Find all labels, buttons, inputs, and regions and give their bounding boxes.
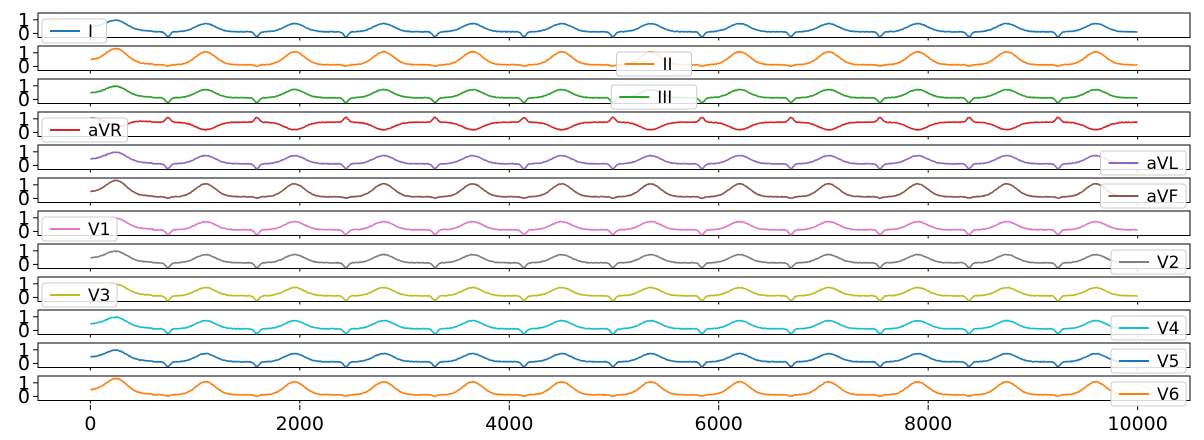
legend-box [1100,183,1187,209]
legend-box [41,117,128,143]
series-line-v4 [90,316,1138,335]
legend-label: V2 [1157,253,1179,273]
legend-label: aVF [1147,187,1179,207]
subplot-ii: 01 II [18,42,1191,78]
y-tick-label: 1 [18,141,30,163]
y-tick-label: 0 [18,353,30,375]
y-tick-label: 0 [18,221,30,243]
y-tick-label: 0 [18,287,30,309]
y-tick-label: 0 [18,155,30,177]
x-tick-label: 4000 [485,413,533,435]
subplot-avf: 01 aVF [18,174,1191,210]
series-line-v1 [90,217,1138,236]
y-tick-label: 0 [18,122,30,144]
legend-label: aVL [1147,154,1179,174]
legend-label: V4 [1157,319,1179,339]
subplot-avl: 01 aVL [18,141,1191,177]
legend-label: aVR [88,121,122,141]
y-tick-label: 1 [18,174,30,196]
y-tick-label: 1 [18,9,30,31]
legend-label: V6 [1157,385,1179,405]
y-tick-label: 0 [18,320,30,342]
legend-iii: III [610,84,698,110]
subplot-v4: 01 V4 [18,306,1191,342]
y-tick-label: 1 [18,42,30,64]
y-tick-label: 0 [18,188,30,210]
y-tick-label: 1 [18,108,30,130]
y-tick-label: 1 [18,207,30,229]
series-line-v3 [90,283,1139,302]
legend-label: V5 [1157,352,1179,372]
y-tick-label: 0 [18,23,30,45]
y-tick-label: 1 [18,240,30,262]
x-tick-label: 2000 [276,413,324,435]
subplot-frame [37,342,1191,368]
series-line-v6 [90,377,1138,398]
subplot-frame [37,243,1191,269]
x-tick-label: 10000 [1107,413,1167,435]
y-tick-label: 1 [18,75,30,97]
y-tick-label: 0 [18,56,30,78]
subplot-i: 01 I [18,9,1191,45]
subplot-frame [37,276,1191,302]
legend-box [1100,150,1187,176]
legend-avl: aVL [1100,150,1187,176]
series-line-avl [90,151,1138,170]
x-tick-label: 6000 [695,413,743,435]
legend-avr: aVR [41,117,128,143]
y-tick-label: 1 [18,273,30,295]
series-line-i [90,19,1138,38]
legend-i: I [41,18,107,44]
subplot-iii: 01 III [18,75,1191,111]
y-tick-label: 0 [18,89,30,111]
y-tick-label: 0 [18,254,30,276]
series-line-v2 [90,250,1138,269]
x-tick-label: 8000 [904,413,952,435]
subplot-frame [37,111,1191,137]
legend-v3: V3 [41,282,118,308]
legend-v6: V6 [1110,381,1187,407]
series-line-v5 [90,349,1138,368]
legend-label: I [88,22,93,42]
y-tick-label: 1 [18,372,30,394]
subplot-v5: 01 V5 [18,339,1191,375]
legend-label: II [663,55,673,75]
series-line-avr [90,116,1138,131]
y-tick-label: 1 [18,339,30,361]
subplot-frame [37,177,1191,203]
legend-v5: V5 [1110,348,1187,374]
subplot-frame [37,144,1191,170]
subplot-avr: 01 aVR [18,108,1191,144]
subplot-frame [37,12,1191,38]
legend-label: III [657,88,672,108]
subplot-v1: 01 V1 [18,207,1191,243]
y-tick-label: 0 [18,386,30,408]
x-tick-label: 0 [84,413,96,435]
legend-ii: II [616,51,692,77]
subplot-frame [37,309,1191,335]
legend-label: V1 [88,220,110,240]
legend-v2: V2 [1110,249,1187,275]
subplot-v6: 01 V6 [18,372,1191,408]
legend-v1: V1 [41,216,118,242]
legend-avf: aVF [1100,183,1187,209]
series-line-ii [90,47,1138,68]
subplot-v3: 01 V3 [18,273,1191,309]
subplot-frame [37,45,1191,71]
legend-label: V3 [88,286,110,306]
subplot-v2: 01 V2 [18,240,1191,276]
legend-v4: V4 [1110,315,1187,341]
y-tick-label: 1 [18,306,30,328]
legend-box [610,84,698,110]
series-line-avf [89,179,1138,200]
subplot-frame [37,375,1191,401]
subplot-frame [37,210,1191,236]
